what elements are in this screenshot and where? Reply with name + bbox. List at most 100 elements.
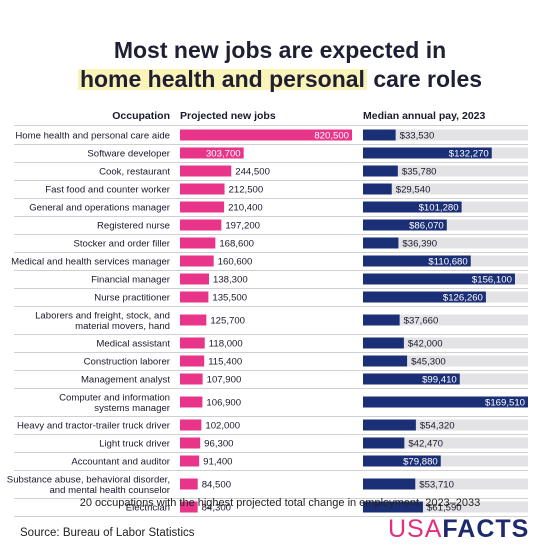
jobs-value-label: 84,500	[202, 480, 231, 491]
occupation-label: Construction laborer	[84, 357, 171, 368]
jobs-value-label: 106,900	[206, 398, 241, 409]
jobs-bar	[180, 183, 225, 195]
pay-value-label: $42,470	[408, 439, 443, 450]
pay-value-label: $101,280	[419, 203, 459, 214]
pay-value-label: $110,680	[428, 257, 467, 268]
pay-bar	[363, 501, 423, 513]
header-occupation: Occupation	[112, 110, 170, 122]
occupation-label: Heavy and tractor-trailer truck driver	[17, 421, 171, 432]
pay-value-label: $126,260	[443, 293, 483, 304]
pay-bar	[363, 273, 515, 285]
jobs-value-label: 168,600	[219, 239, 254, 250]
occupation-label-line-1: Substance abuse, behavioral disorder,	[7, 475, 170, 486]
jobs-value-label: 96,300	[204, 439, 233, 450]
occupation-label: Cook, restaurant	[99, 167, 170, 178]
pay-value-label: $79,880	[403, 457, 438, 468]
occupation-label: Light truck driver	[99, 439, 171, 450]
header-median-pay: Median annual pay, 2023	[363, 110, 486, 122]
pay-value-label: $29,540	[396, 185, 431, 196]
jobs-bar	[180, 147, 244, 159]
pay-bar	[363, 337, 404, 349]
pay-track	[363, 237, 528, 249]
jobs-value-label: 91,400	[203, 457, 232, 468]
jobs-bar	[180, 291, 209, 303]
pay-bar	[363, 165, 398, 177]
jobs-bar	[180, 355, 205, 367]
pay-bar	[363, 237, 399, 249]
pay-track	[363, 478, 528, 490]
jobs-bar	[180, 501, 198, 513]
pay-value-label: $36,390	[402, 239, 437, 250]
jobs-value-label: 107,900	[207, 375, 242, 386]
jobs-bar	[180, 437, 201, 449]
pay-bar	[363, 355, 408, 367]
pay-track	[363, 419, 528, 431]
pay-bar	[363, 373, 460, 385]
pay-value-label: $99,410	[422, 375, 457, 386]
pay-bar	[363, 129, 396, 141]
pay-bar	[363, 314, 400, 326]
jobs-bar	[180, 273, 209, 285]
pay-value-label: $35,780	[402, 167, 437, 178]
logo-part-usa: USA	[388, 515, 443, 543]
occupation-label: Management analyst	[81, 375, 170, 386]
jobs-bar	[180, 396, 203, 408]
occupation-label: Stocker and order filler	[73, 239, 170, 250]
jobs-bar	[180, 419, 202, 431]
jobs-value-label: 197,200	[225, 221, 260, 232]
occupation-label-line-1: Computer and information	[59, 393, 170, 404]
pay-bar	[363, 478, 416, 490]
jobs-bar	[180, 255, 214, 267]
jobs-value-label: 244,500	[235, 167, 270, 178]
jobs-value-label: 115,400	[208, 357, 242, 368]
jobs-bar	[180, 237, 216, 249]
pay-track	[363, 314, 528, 326]
occupation-label: Electrician	[126, 503, 170, 514]
header-projected-jobs: Projected new jobs	[180, 110, 276, 122]
source-note: Source: Bureau of Labor Statistics	[20, 527, 195, 539]
occupation-label: Nurse practitioner	[94, 293, 171, 304]
occupation-label: Software developer	[87, 149, 170, 160]
occupation-label: Medical and health services manager	[11, 257, 171, 268]
jobs-value-label: 820,500	[314, 131, 349, 142]
occupation-label-line-1: Laborers and freight, stock, and	[35, 311, 170, 322]
jobs-bar	[180, 165, 232, 177]
pay-bar	[363, 147, 492, 159]
jobs-bar	[180, 337, 205, 349]
occupation-label: Medical assistant	[96, 339, 170, 350]
chart-title-line-2: home health and personal care roles	[0, 64, 560, 94]
jobs-bar	[180, 478, 198, 490]
pay-value-label: $54,320	[420, 421, 455, 432]
pay-bar	[363, 455, 441, 467]
usafacts-logo: USAFACTS	[388, 514, 529, 544]
logo-part-facts: FACTS	[442, 515, 530, 543]
occupation-label: General and operations manager	[29, 203, 171, 214]
occupation-label-line-2: systems manager	[94, 403, 171, 414]
pay-bar	[363, 437, 405, 449]
jobs-value-label: 212,500	[229, 185, 264, 196]
pay-value-label: $169,510	[485, 398, 525, 409]
occupation-label: Home health and personal care aide	[15, 131, 170, 142]
jobs-bar	[180, 201, 225, 213]
jobs-bar	[180, 219, 222, 231]
chart-title-line-1: Most new jobs are expected in	[113, 37, 447, 63]
pay-bar	[363, 419, 416, 431]
jobs-bar	[180, 455, 200, 467]
pay-value-label: $42,000	[408, 339, 443, 350]
pay-value-label: $37,660	[404, 316, 439, 327]
pay-track	[363, 337, 528, 349]
pay-track	[363, 455, 528, 467]
pay-bar	[363, 219, 447, 231]
jobs-value-label: 160,600	[218, 257, 253, 268]
title-rest: care roles	[366, 66, 483, 92]
jobs-bar	[180, 129, 352, 141]
jobs-value-label: 118,000	[209, 339, 243, 350]
pay-value-label: $53,710	[419, 480, 454, 491]
occupation-label-line-2: material movers, hand	[75, 321, 170, 332]
pay-value-label: $132,270	[449, 149, 489, 160]
pay-value-label: $156,100	[472, 275, 512, 286]
occupation-label: Accountant and auditor	[71, 457, 170, 468]
jobs-bar	[180, 314, 207, 326]
pay-bar	[363, 291, 486, 303]
